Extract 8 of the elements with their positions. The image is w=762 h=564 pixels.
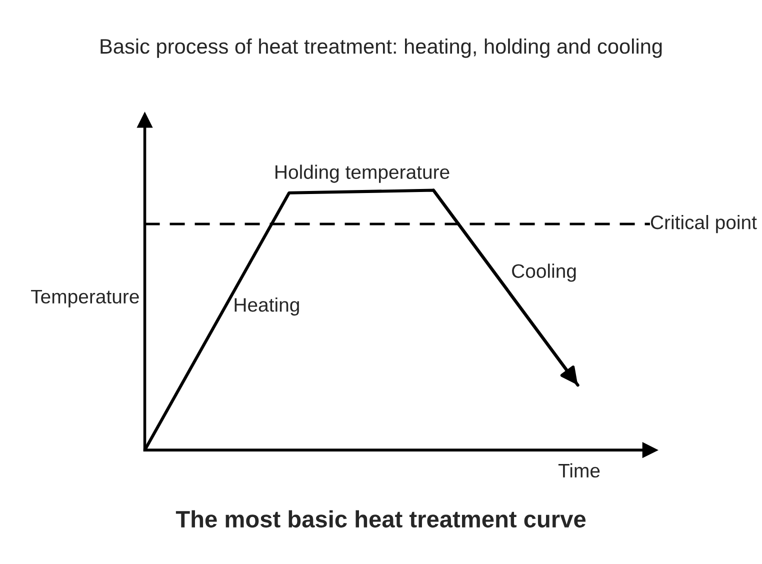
text: Holding temperature	[276, 164, 450, 183]
x-axis-title: Time	[558, 463, 600, 478]
ref-line-label: Critical point	[650, 214, 757, 234]
text: The most basic heat treatment curve	[176, 510, 586, 528]
annotation: Cooling	[512, 264, 576, 282]
annotation: Heating	[234, 297, 299, 316]
chart-title: Basic process of heat treatment: heating, holding and cooling	[100, 38, 662, 58]
y-axis-title: Temperature	[31, 290, 139, 308]
